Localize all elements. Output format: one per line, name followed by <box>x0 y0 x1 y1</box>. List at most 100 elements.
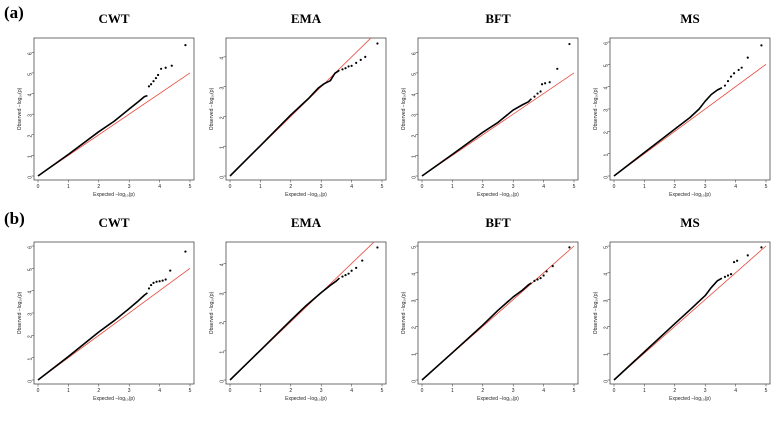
panel-title: CWT <box>98 215 129 230</box>
data-point <box>548 81 551 84</box>
y-axis-label: Observed −log₁₀(p) <box>593 87 599 130</box>
data-point <box>539 90 542 93</box>
panel-title: MS <box>680 11 700 26</box>
x-tick-label: 1 <box>451 184 454 190</box>
y-tick-label: 1 <box>220 146 226 149</box>
x-axis-label: Expected −log₁₀(p) <box>93 192 135 198</box>
data-point <box>746 254 749 257</box>
data-point <box>732 260 736 264</box>
y-axis-label: Observed −log₁₀(p) <box>401 87 407 130</box>
x-tick-label: 2 <box>673 184 676 190</box>
x-tick-label: 2 <box>481 184 484 190</box>
y-tick-label: 0 <box>412 176 418 179</box>
x-tick-label: 5 <box>189 184 192 190</box>
data-point <box>152 281 155 284</box>
panel-b-bft: BFT 0 1 2 3 4 5 0 1 2 3 4 5 Expected −log₁₀(p) Observe… <box>401 215 579 402</box>
data-point <box>160 67 163 70</box>
y-tick-label: 5 <box>412 246 418 249</box>
y-tick-label: 4 <box>28 93 34 96</box>
data-point <box>545 270 548 273</box>
x-tick-label: 0 <box>613 388 616 394</box>
data-point <box>726 79 730 83</box>
data-point <box>729 75 733 78</box>
y-tick-label: 1 <box>220 351 226 354</box>
y-axis-label: Observed −log₁₀(p) <box>593 291 599 334</box>
data-point <box>184 43 187 47</box>
x-tick-label: 3 <box>320 388 323 394</box>
y-tick-label: 4 <box>412 93 418 96</box>
x-tick-label: 5 <box>573 184 576 190</box>
data-point <box>350 64 353 67</box>
data-point <box>540 83 544 86</box>
y-tick-label: 1 <box>604 153 610 156</box>
x-tick-label: 5 <box>765 184 768 190</box>
row-label-b: (b) <box>4 209 25 228</box>
observed-curve <box>37 292 148 381</box>
y-tick-label: 2 <box>28 335 34 338</box>
y-tick-label: 4 <box>412 273 418 276</box>
x-tick-label: 0 <box>421 184 424 190</box>
x-tick-label: 4 <box>542 184 545 190</box>
x-tick-label: 4 <box>542 388 545 394</box>
x-tick-label: 2 <box>97 388 100 394</box>
x-tick-label: 1 <box>643 388 646 394</box>
x-tick-label: 3 <box>512 184 515 190</box>
y-tick-label: 6 <box>28 246 34 249</box>
observed-curve <box>37 94 148 177</box>
data-point <box>542 274 545 277</box>
data-point <box>355 61 358 64</box>
x-tick-label: 3 <box>704 184 707 190</box>
y-axis-label: Observed −log₁₀(p) <box>17 87 23 130</box>
observed-curve <box>229 277 340 381</box>
data-point <box>355 266 358 269</box>
y-tick-label: 1 <box>412 353 418 356</box>
x-axis-label: Expected −log₁₀(p) <box>93 396 135 402</box>
y-tick-label: 4 <box>220 263 226 266</box>
data-point <box>164 66 167 69</box>
x-tick-label: 1 <box>451 388 454 394</box>
data-point <box>533 95 536 98</box>
data-point <box>732 72 736 75</box>
y-tick-label: 3 <box>28 114 34 117</box>
data-point <box>568 246 571 249</box>
data-point <box>746 56 749 59</box>
y-tick-label: 3 <box>604 299 610 302</box>
data-point <box>154 76 158 80</box>
y-tick-label: 0 <box>220 380 226 383</box>
data-point <box>161 279 164 282</box>
data-point <box>164 278 167 281</box>
data-point <box>350 269 353 272</box>
plot-frame <box>417 241 579 385</box>
data-point <box>347 65 350 68</box>
y-tick-label: 3 <box>220 86 226 89</box>
x-tick-label: 2 <box>673 388 676 394</box>
x-tick-label: 1 <box>643 184 646 190</box>
x-tick-label: 3 <box>320 184 323 190</box>
plot-frame <box>33 241 195 385</box>
y-tick-label: 3 <box>412 299 418 302</box>
y-tick-label: 6 <box>412 52 418 55</box>
observed-curve <box>421 98 533 177</box>
x-tick-label: 3 <box>512 388 515 394</box>
x-tick-label: 4 <box>734 388 737 394</box>
y-tick-label: 5 <box>412 73 418 76</box>
x-tick-label: 5 <box>573 388 576 394</box>
data-point <box>536 92 539 95</box>
data-point <box>364 55 367 58</box>
y-tick-label: 0 <box>412 380 418 383</box>
x-tick-label: 4 <box>158 184 161 190</box>
data-point <box>341 68 344 71</box>
y-axis-label: Observed −log₁₀(p) <box>17 291 23 334</box>
reference-line <box>613 245 767 381</box>
y-tick-label: 2 <box>412 326 418 329</box>
panel-a-ema: EMA 0 1 2 3 4 5 0 1 2 3 4 Expected −log₁₀(p) Observed… <box>209 11 387 198</box>
data-point <box>344 67 347 70</box>
panel-a-bft: BFT 0 1 2 3 4 5 0 1 2 3 4 5 6 Expected −log₁₀(p) Observ… <box>401 11 579 198</box>
x-tick-label: 0 <box>229 184 232 190</box>
x-tick-label: 4 <box>350 184 353 190</box>
panel-title: MS <box>680 215 700 230</box>
x-tick-label: 5 <box>765 388 768 394</box>
qq-panels: CWT 0 1 2 3 4 5 0 1 2 3 4 5 6 Expected −log₁₀(p) Observ… <box>17 11 771 402</box>
y-tick-label: 2 <box>220 116 226 119</box>
y-tick-label: 2 <box>220 322 226 325</box>
